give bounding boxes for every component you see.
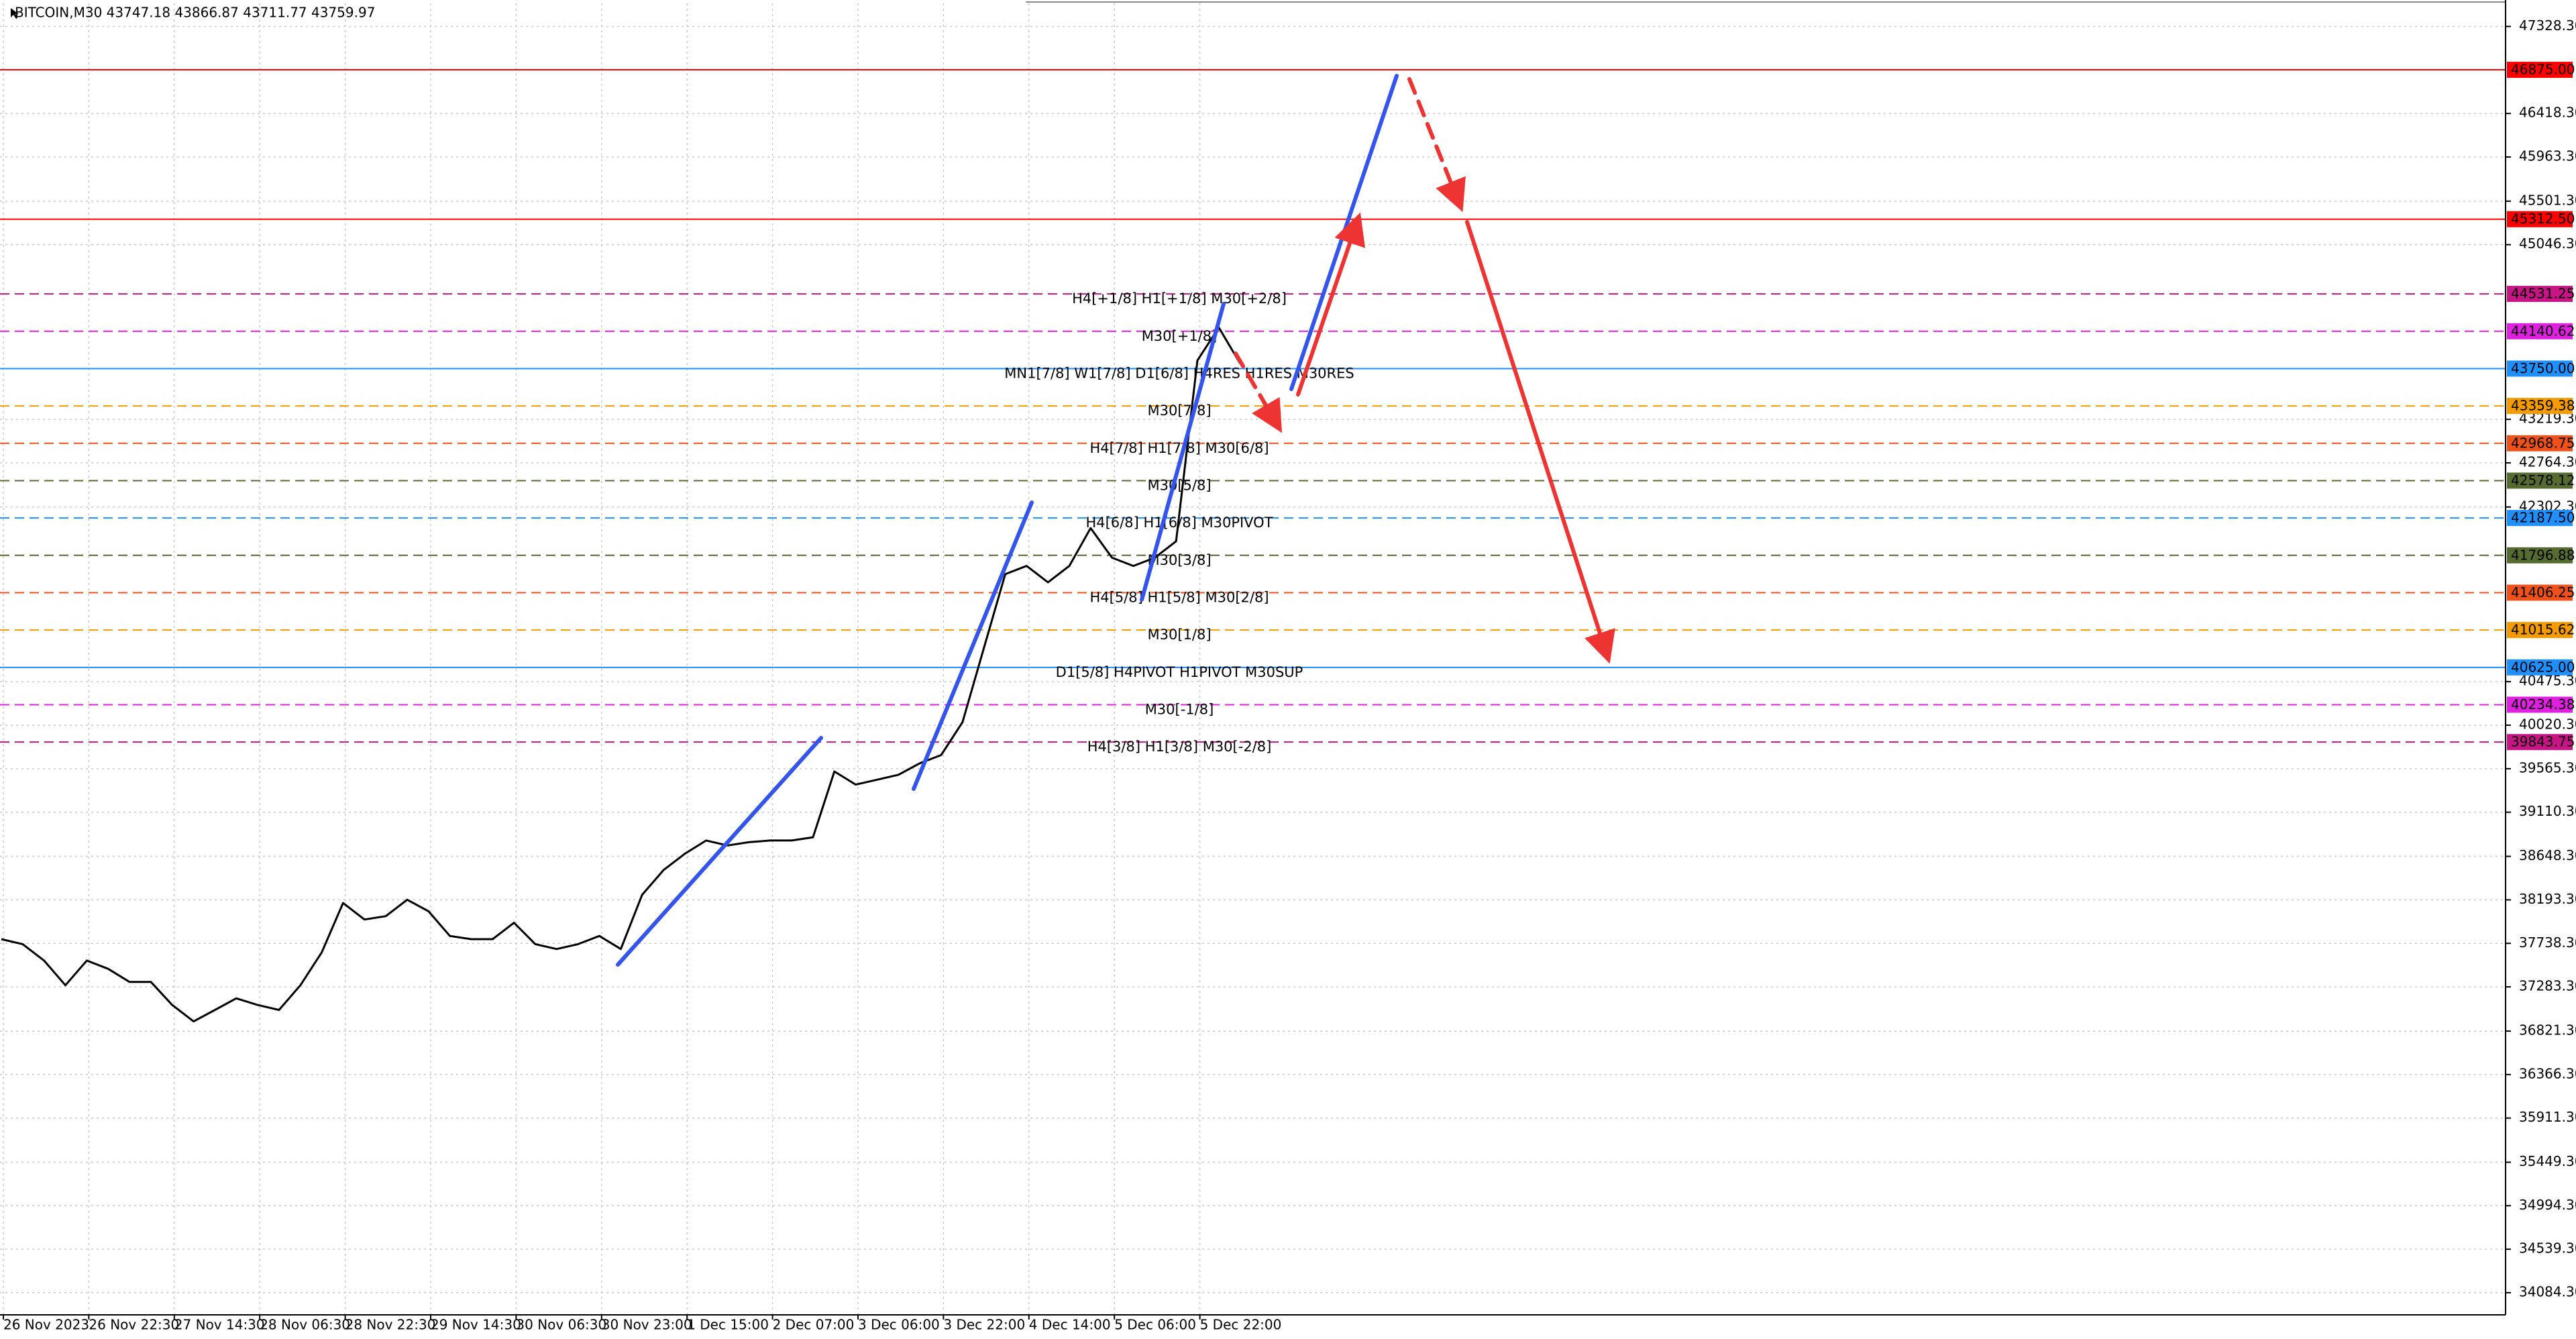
level-tag-label: 45312.50	[2511, 211, 2575, 227]
x-tick-label: 1 Dec 15:00	[687, 1317, 769, 1333]
x-tick-label: 26 Nov 22:30	[89, 1317, 179, 1333]
y-tick-label: 39565.30	[2519, 759, 2576, 775]
forecast-arrow	[1296, 212, 1366, 396]
level-tag-label: 43750.00	[2511, 360, 2575, 376]
y-tick-label: 35449.30	[2519, 1153, 2576, 1169]
level-tag-label: 41406.25	[2511, 584, 2575, 600]
y-tick-label: 34994.30	[2519, 1197, 2576, 1213]
level-tag-label: 43359.38	[2511, 398, 2575, 414]
y-tick-label: 36366.30	[2519, 1065, 2576, 1081]
level-tag	[2507, 659, 2573, 676]
x-tick-label: 2 Dec 07:00	[773, 1317, 855, 1333]
level-tag	[2507, 472, 2573, 489]
level-tag	[2507, 360, 2573, 377]
wave-line	[1140, 302, 1226, 602]
level-tag-label: 46875.00	[2511, 62, 2575, 78]
grid	[0, 3, 2506, 1314]
level-text: D1[5/8] H4PIVOT H1PIVOT M30SUP	[1056, 664, 1303, 680]
level-tag	[2507, 622, 2573, 639]
level-tag	[2507, 398, 2573, 415]
level-tag	[2507, 435, 2573, 451]
x-tick-label: 30 Nov 23:00	[602, 1317, 692, 1333]
y-tick-label: 40475.30	[2519, 673, 2576, 689]
level-tag	[2507, 510, 2573, 527]
wave-line	[912, 500, 1034, 791]
y-tick-label: 42764.30	[2519, 453, 2576, 470]
level-text: M30[-1/8]	[1145, 701, 1214, 717]
level-text: H4[+1/8] H1[+1/8] M30[+2/8]	[1072, 290, 1287, 307]
level-tag	[2507, 547, 2573, 564]
y-tick-label: 39110.30	[2519, 803, 2576, 819]
level-tag-label: 42968.75	[2511, 435, 2575, 451]
level-tag	[2507, 323, 2573, 339]
y-tick-label: 34084.30	[2519, 1284, 2576, 1300]
y-tick-label: 40020.30	[2519, 716, 2576, 733]
x-tick-label: 3 Dec 22:00	[943, 1317, 1025, 1333]
level-tag	[2507, 286, 2573, 303]
y-tick-label: 34539.30	[2519, 1240, 2576, 1256]
level-tag-label: 41015.62	[2511, 622, 2575, 638]
forecast-arrow	[1407, 77, 1466, 213]
level-text: M30[3/8]	[1147, 552, 1211, 568]
level-text: H4[3/8] H1[3/8] M30[-2/8]	[1087, 739, 1272, 755]
forecast-arrow	[1465, 220, 1615, 664]
level-tag-label: 40234.38	[2511, 696, 2575, 712]
y-tick-label: 45046.30	[2519, 235, 2576, 252]
y-tick-label: 36821.30	[2519, 1022, 2576, 1038]
level-tag	[2507, 696, 2573, 713]
level-tag	[2507, 584, 2573, 601]
x-tick-label: 5 Dec 22:00	[1200, 1317, 1282, 1333]
forecast-arrow	[1234, 352, 1283, 433]
level-tag-label: 40625.00	[2511, 659, 2575, 675]
y-tick-label: 37738.30	[2519, 934, 2576, 951]
y-tick-label: 35911.30	[2519, 1109, 2576, 1125]
annotations	[616, 1, 2506, 967]
x-tick-label: 28 Nov 22:30	[345, 1317, 436, 1333]
level-text: M30[1/8]	[1147, 627, 1211, 643]
y-tick-label: 38193.30	[2519, 891, 2576, 907]
symbol-icon	[11, 8, 19, 19]
level-tag-label: 41796.88	[2511, 547, 2575, 563]
price	[1, 326, 1241, 1023]
chart-title: BITCOIN,M30 43747.18 43866.87 43711.77 4…	[15, 5, 375, 21]
level-tag-label: 42187.50	[2511, 510, 2575, 526]
y-tick-label: 45501.30	[2519, 192, 2576, 208]
level-tag	[2507, 62, 2573, 78]
x-tick-label: 29 Nov 14:30	[431, 1317, 521, 1333]
y-tick-label: 46418.30	[2519, 105, 2576, 121]
level-tag	[2507, 734, 2573, 751]
y-tick-label: 38648.30	[2519, 847, 2576, 863]
level-text: H4[5/8] H1[5/8] M30[2/8]	[1089, 589, 1269, 605]
x-tick-label: 4 Dec 14:00	[1029, 1317, 1111, 1333]
x-tick-label: 5 Dec 06:00	[1114, 1317, 1196, 1333]
y-tick-label: 45963.30	[2519, 148, 2576, 164]
level-tag-label: 44140.62	[2511, 323, 2575, 339]
price-line	[1, 326, 1241, 1023]
level-tag-label: 44531.25	[2511, 286, 2575, 302]
level-text: M30[+1/8]	[1142, 328, 1218, 344]
level-text: H4[7/8] H1[7/8] M30[6/8]	[1089, 440, 1269, 456]
x-tick-label: 3 Dec 06:00	[858, 1317, 940, 1333]
x-tick-label: 27 Nov 14:30	[174, 1317, 265, 1333]
level-tag	[2507, 211, 2573, 227]
x-tick-label: 28 Nov 06:30	[260, 1317, 350, 1333]
level-text: M30[7/8]	[1147, 403, 1211, 419]
level-tag-label: 39843.75	[2511, 734, 2575, 750]
y-tick-label: 37283.30	[2519, 978, 2576, 994]
x-tick-label: 26 Nov 2023	[3, 1317, 89, 1333]
x-tick-label: 30 Nov 06:30	[516, 1317, 606, 1333]
y-tick-label: 47328.30	[2519, 17, 2576, 34]
level-tag-label: 42578.12	[2511, 472, 2575, 488]
level-text: M30[5/8]	[1147, 477, 1211, 493]
wave-line	[616, 736, 823, 967]
axis-labels: 47328.30 46418.30 45963.30 45501.30 45046.30…	[3, 17, 2576, 1333]
